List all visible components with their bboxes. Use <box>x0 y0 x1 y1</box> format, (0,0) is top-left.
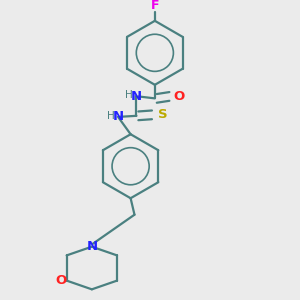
Text: F: F <box>151 0 159 12</box>
Text: O: O <box>56 274 67 287</box>
Text: H: H <box>125 91 133 100</box>
Text: N: N <box>131 90 142 103</box>
Text: H: H <box>107 111 115 121</box>
Text: N: N <box>86 240 98 253</box>
Text: O: O <box>173 90 184 103</box>
Text: N: N <box>112 110 124 123</box>
Text: S: S <box>158 108 167 122</box>
